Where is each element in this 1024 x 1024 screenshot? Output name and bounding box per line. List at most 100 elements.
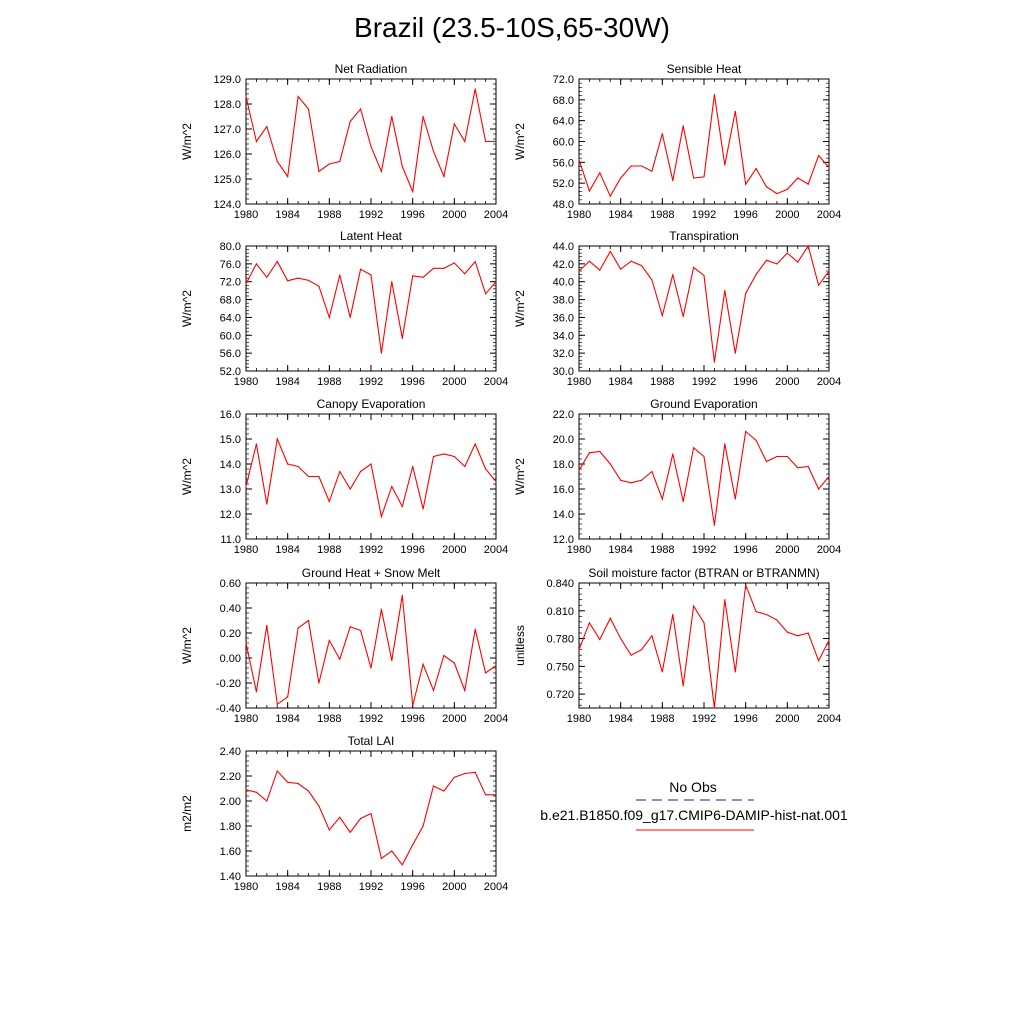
x-tick-label: 1992 [359, 713, 383, 725]
data-point [776, 192, 778, 195]
data-point [724, 443, 726, 445]
data-point [599, 638, 601, 641]
data-point [640, 479, 643, 481]
data-point [318, 170, 320, 173]
y-tick-label: 125.0 [213, 174, 241, 186]
y-tick-label: 0.810 [546, 606, 574, 618]
y-tick-label: 38.0 [553, 295, 574, 307]
x-tick-label: 2004 [484, 376, 508, 388]
data-point [776, 263, 778, 265]
y-tick-label: 72.0 [553, 74, 574, 86]
data-point [620, 479, 622, 481]
data-point [588, 622, 591, 624]
data-point [307, 475, 310, 478]
y-axis-label: W/m^2 [513, 458, 527, 495]
data-point [817, 660, 820, 662]
x-tick-label: 1992 [692, 209, 716, 221]
data-point [745, 584, 747, 586]
panel-7: 1980 1984 1988 1992 1996 2000 2004 -0.40 -0.20 0.… [180, 566, 508, 725]
y-tick-label: 40.0 [553, 277, 574, 289]
data-point [786, 252, 788, 254]
data-point [630, 260, 632, 262]
x-tick-label: 1996 [733, 544, 757, 556]
panel-title: Net Radiation [335, 62, 408, 76]
y-tick-label: 60.0 [553, 137, 574, 149]
data-point [734, 671, 736, 673]
data-point [443, 654, 445, 657]
data-point [359, 629, 362, 632]
data-point [266, 800, 268, 802]
panel-title: Ground Heat + Snow Melt [302, 566, 441, 580]
data-point [474, 443, 476, 445]
data-point [682, 315, 684, 318]
y-tick-label: 32.0 [553, 348, 574, 360]
plot-frame [578, 245, 830, 372]
data-point [339, 160, 341, 163]
x-tick-label: 1984 [275, 376, 299, 388]
panel-title: Ground Evaporation [650, 397, 757, 411]
data-point [443, 453, 445, 455]
data-point [266, 276, 268, 278]
data-point [724, 599, 726, 601]
data-point [703, 274, 705, 277]
x-tick-label: 1980 [234, 544, 258, 556]
data-point [287, 781, 289, 783]
data-point [484, 672, 487, 674]
plot-frame [245, 582, 497, 709]
data-point [620, 268, 622, 270]
data-point [484, 794, 487, 796]
x-tick-label: 1988 [317, 376, 341, 388]
figure-title: Brazil (23.5-10S,65-30W) [354, 12, 670, 43]
data-point [692, 447, 695, 449]
data-point [307, 108, 310, 110]
y-tick-label: 129.0 [213, 74, 241, 86]
data-point [391, 281, 393, 283]
y-tick-label: 0.60 [220, 578, 241, 590]
data-point [651, 635, 653, 637]
y-axis-label: W/m^2 [513, 290, 527, 327]
data-point [734, 110, 736, 112]
data-point [349, 831, 351, 833]
data-point [682, 685, 684, 687]
legend-obs-label: No Obs [669, 779, 716, 795]
y-tick-label: -0.20 [216, 678, 241, 690]
data-point [474, 771, 476, 773]
data-point [287, 280, 289, 282]
x-tick-label: 1992 [359, 881, 383, 893]
data-point [786, 631, 788, 633]
plot-frame [245, 413, 497, 540]
data-point [474, 261, 476, 263]
series-line [245, 88, 496, 194]
data-point [672, 453, 674, 455]
data-point [422, 115, 424, 118]
data-point [765, 259, 768, 261]
y-tick-label: 0.00 [220, 653, 241, 665]
data-point [786, 188, 788, 191]
data-point [807, 632, 809, 634]
y-tick-label: 64.0 [553, 116, 574, 128]
x-tick-label: 1984 [608, 544, 632, 556]
data-point [828, 475, 830, 478]
x-tick-label: 1992 [692, 544, 716, 556]
data-point [578, 270, 580, 272]
data-point [339, 470, 341, 473]
data-point [713, 524, 716, 526]
data-point [297, 782, 299, 785]
y-tick-label: 48.0 [553, 199, 574, 211]
x-tick-label: 1980 [567, 209, 591, 221]
data-point [453, 776, 455, 778]
data-point [370, 274, 372, 276]
y-tick-label: 68.0 [553, 95, 574, 107]
data-point [599, 172, 601, 174]
data-point [703, 455, 705, 458]
data-point [276, 438, 278, 440]
data-point [474, 88, 476, 90]
y-tick-label: 64.0 [220, 312, 241, 324]
x-tick-label: 1984 [275, 544, 299, 556]
data-point [255, 263, 258, 265]
data-point [349, 488, 351, 490]
data-point [245, 95, 247, 98]
data-point [672, 179, 674, 182]
series-line [578, 584, 830, 709]
x-tick-label: 2004 [484, 881, 508, 893]
